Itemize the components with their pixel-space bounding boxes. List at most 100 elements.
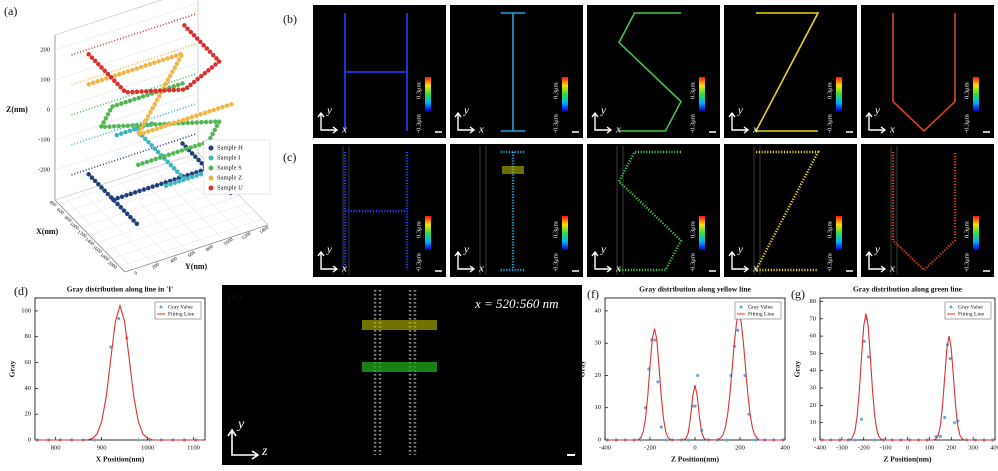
legend-marker [949,305,953,309]
colorbar-label: -0.3μm [963,253,970,272]
y-tick-label: 40 [25,385,32,392]
y-tick-label: 30 [595,340,602,347]
x-tick-label: 2000 [106,261,117,271]
colorbar-label: -0.3μm [689,253,696,272]
axis-letter: y [463,105,469,117]
y-axis-title: Gray [578,360,587,377]
image-tile [724,144,857,277]
colorbar-label: 0.3μm [552,221,559,238]
legend-label: Sample I [217,154,240,161]
x-tick-label: 800 [51,444,61,451]
colorbar [425,216,431,250]
axis-edge [124,224,269,273]
y-tick-label: 20 [810,402,817,409]
line-profile-band [362,362,437,372]
legend-marker [208,175,214,181]
data-point [117,317,121,321]
panel-label: (e) [228,289,241,303]
legend-label: Gray Value [168,304,193,310]
panel-label: (f) [587,287,599,301]
axis-arrows [227,428,260,460]
legend-label: Sample Z [217,174,242,181]
x-axis-title: X Position(nm) [96,455,145,464]
grid-line [54,32,199,81]
glyph-trace [754,150,820,272]
legend-box [734,301,782,320]
y-tick-label: 100 [21,307,31,314]
level-reference [71,42,197,86]
glyph-trace [891,152,957,272]
x-tick-label: 1000 [68,222,79,232]
glyph-trace [892,13,956,133]
x-tick-label: 200 [735,444,745,451]
axis-arrows [317,111,339,134]
image-tile [861,5,994,138]
colorbar-label: 0.3μm [826,82,833,99]
legend-label: Sample H [217,144,243,151]
x-tick-label: 1000 [141,444,154,451]
colorbar-label: 0.3μm [415,221,422,238]
image-tile [724,5,857,138]
colorbar-label: 0.3μm [552,82,559,99]
x-tick-label: 100 [925,444,935,451]
grid-line [54,2,199,51]
y-tick-label: 1200 [241,231,252,241]
grid-line [135,173,206,246]
axis-letter: x [889,263,895,275]
y-tick-label: 80 [810,298,817,305]
legend-marker [208,165,214,171]
data-point [136,438,140,442]
fit-line [820,313,995,441]
sample-track [111,166,210,202]
y-tick-label: 1000 [223,237,234,247]
z-tick-label: 0 [47,106,50,113]
y-axis-title: Gray [793,360,802,377]
axis-arrows [865,250,887,273]
x-tick-label: -300 [836,444,848,451]
axis-letter: x [341,263,347,275]
axis-letter: x [615,263,621,275]
box-edge [54,0,163,36]
y-tick-label: 80 [25,333,32,340]
data-point [93,438,97,442]
fit-line [35,303,203,441]
grid-line [66,164,210,212]
axis-letter: y [236,417,245,432]
chart-title: Gray distribution along yellow line [639,285,751,294]
colorbar-label: -0.3μm [552,114,559,133]
chart-title: Gray distribution along line in 'I' [67,285,173,294]
fit-line [605,312,785,441]
plot-frame [819,297,996,441]
axis-arrows [728,250,750,273]
y-tick-label: 20 [595,372,602,379]
x-tick-label: 1400 [84,238,95,248]
x-tick-label: 1100 [187,444,200,451]
axis-letter: x [752,124,758,136]
y-tick-label: 10 [810,419,817,426]
data-point [659,425,663,429]
colorbar-label: -0.3μm [552,253,559,272]
axis-letter: y [874,105,880,117]
y-tick-label: 10 [595,404,602,411]
level-reference [71,102,197,146]
axis-letter: y [600,244,606,256]
colorbar-label: -0.3μm [826,114,833,133]
axis-arrows [591,250,613,273]
x-tick-label: 400 [48,200,57,209]
grid-line [54,122,199,171]
glyph-trace [618,12,682,132]
grid-line [88,187,233,236]
grid-line [119,218,263,267]
y-tick-label: 60 [25,359,32,366]
data-point [754,438,758,442]
colorbar-label: 0.3μm [963,221,970,238]
y-tick-label: 0 [598,436,601,443]
line-profile-band [362,320,437,330]
data-point [853,438,857,442]
y-tick-label: 40 [810,367,817,374]
legend-marker [208,185,214,191]
axis-letter: x [615,124,621,136]
x-tick-label: 800 [63,216,72,225]
x-tick-label: 0 [906,444,909,451]
grid-line [58,156,202,205]
